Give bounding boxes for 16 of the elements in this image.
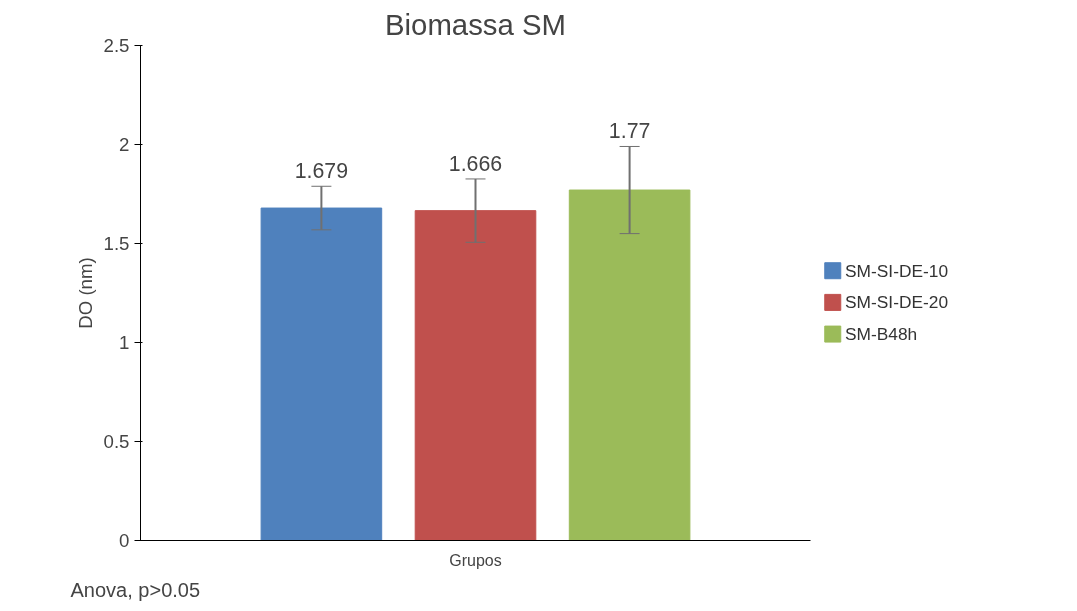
y-tick-label: 1 [119, 332, 130, 353]
y-tick-label: 0.5 [103, 431, 130, 452]
y-tick-label: 0 [119, 530, 130, 551]
legend-label: SM-B48h [845, 324, 918, 345]
text: Anova, p>0.05 [70, 578, 201, 601]
x-axis-title: Grupos [449, 551, 502, 569]
data-label: 1.666 [448, 151, 503, 176]
y-tick-label: 2 [119, 134, 130, 155]
data-label: 1.77 [608, 119, 651, 144]
y-tick-label: 2.5 [103, 35, 130, 56]
data-label: 1.679 [294, 159, 349, 184]
legend-label: SM-SI-DE-20 [845, 292, 949, 313]
y-axis-title: DO (nm) [74, 257, 96, 329]
legend-label: SM-SI-DE-10 [845, 260, 949, 281]
chart-title: Biomassa SM [385, 7, 566, 41]
y-tick-label: 1.5 [103, 233, 130, 254]
